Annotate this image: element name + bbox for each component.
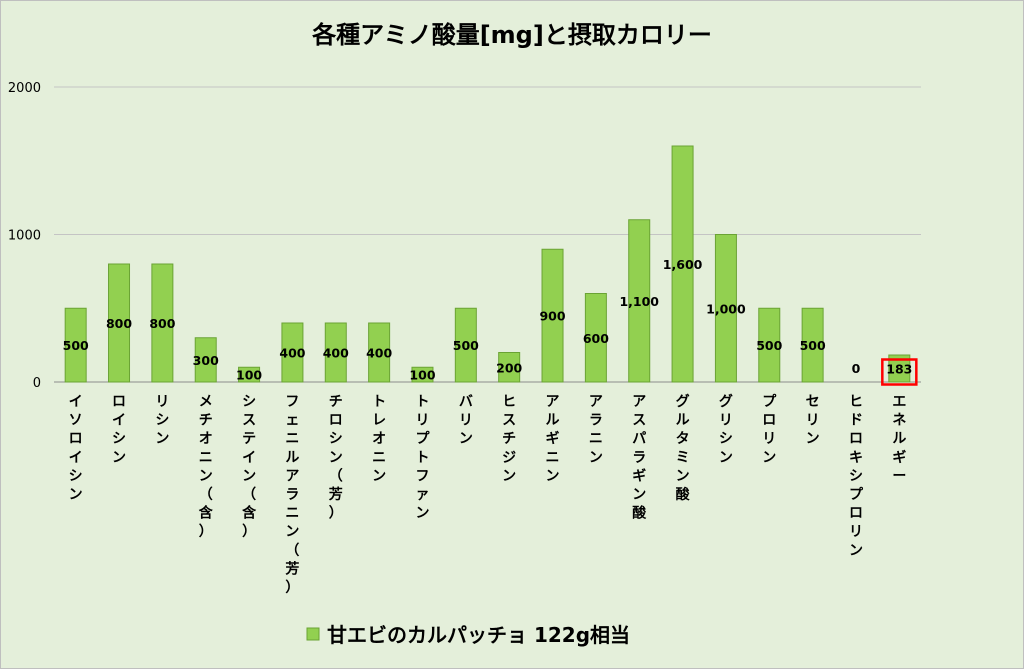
legend-swatch — [306, 627, 320, 641]
category-label: アラニン — [589, 394, 603, 466]
category-label: トリプトファン — [415, 394, 430, 522]
bar — [584, 293, 607, 383]
chart-title: 各種アミノ酸量[mg]と摂取カロリー — [311, 21, 712, 49]
category-label: ロイシン — [112, 394, 126, 466]
legend-label: 甘エビのカルパッチョ 122g相当 — [327, 623, 630, 647]
data-label: 900 — [539, 309, 565, 324]
bar — [238, 366, 261, 383]
category-label: トレオニン — [372, 394, 386, 484]
highlight-box — [881, 358, 918, 386]
data-label: 800 — [149, 316, 175, 331]
category-label: グルタミン酸 — [676, 393, 691, 503]
data-label: 183 — [886, 362, 912, 377]
category-label: ヒドロキシプロリン — [849, 394, 864, 559]
bar — [108, 263, 131, 383]
legend: 甘エビのカルパッチョ 122g相当 — [306, 623, 630, 647]
data-label: 1,000 — [706, 301, 746, 316]
category-label: エネルギー — [892, 394, 906, 484]
category-label: イソロイシン — [69, 394, 83, 503]
data-label: 300 — [193, 353, 219, 368]
data-label: 1,100 — [619, 294, 659, 309]
data-label: 500 — [800, 338, 826, 353]
bar — [671, 145, 694, 383]
bar — [454, 307, 477, 383]
category-label: バリン — [459, 394, 473, 447]
y-tick-label: 0 — [33, 376, 41, 391]
data-label: 400 — [323, 346, 349, 361]
y-tick-label: 1000 — [8, 229, 41, 244]
data-label: 500 — [756, 338, 782, 353]
category-label: システイン（含） — [242, 394, 257, 540]
bar — [628, 219, 651, 383]
data-label: 400 — [366, 346, 392, 361]
category-label: ヒスチジン — [502, 394, 516, 484]
category-label: アスパラギン酸 — [632, 394, 647, 522]
category-label: メチオニン（含） — [199, 394, 214, 540]
bar — [714, 234, 737, 383]
bar — [324, 322, 347, 383]
data-label: 800 — [106, 316, 132, 331]
data-label: 500 — [453, 338, 479, 353]
bar — [411, 366, 434, 383]
bar — [194, 337, 217, 383]
category-label: チロシン（芳） — [329, 394, 343, 522]
data-label: 600 — [583, 331, 609, 346]
category-label: リシン — [155, 394, 169, 447]
bar — [801, 307, 824, 383]
category-label: プロリン — [762, 394, 777, 466]
data-label: 400 — [279, 346, 305, 361]
bar — [368, 322, 391, 383]
bar — [281, 322, 304, 383]
bar — [758, 307, 781, 383]
bar — [541, 248, 564, 383]
category-label: グリシン — [719, 393, 733, 466]
bar — [888, 354, 911, 383]
category-label: フェニルアラニン（芳） — [285, 394, 299, 596]
data-label: 100 — [409, 368, 435, 383]
data-label: 200 — [496, 360, 522, 375]
bar — [498, 352, 521, 383]
data-label: 500 — [63, 338, 89, 353]
category-label: セリン — [806, 394, 820, 447]
bar — [64, 307, 87, 383]
bar — [151, 263, 174, 383]
y-tick-label: 2000 — [8, 81, 41, 96]
data-label: 0 — [852, 361, 861, 376]
category-label: アルギニン — [546, 394, 560, 484]
data-label: 1,600 — [663, 257, 703, 272]
data-label: 100 — [236, 368, 262, 383]
